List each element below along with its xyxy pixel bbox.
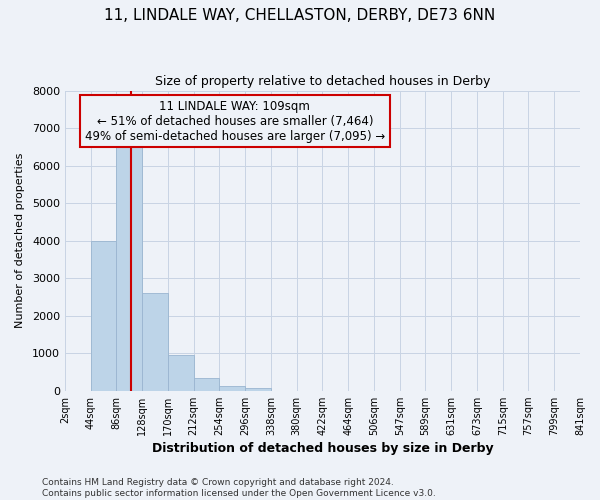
- Text: 11, LINDALE WAY, CHELLASTON, DERBY, DE73 6NN: 11, LINDALE WAY, CHELLASTON, DERBY, DE73…: [104, 8, 496, 22]
- Bar: [168, 355, 194, 390]
- Title: Size of property relative to detached houses in Derby: Size of property relative to detached ho…: [155, 75, 490, 88]
- X-axis label: Distribution of detached houses by size in Derby: Distribution of detached houses by size …: [152, 442, 493, 455]
- Text: 11 LINDALE WAY: 109sqm
← 51% of detached houses are smaller (7,464)
49% of semi-: 11 LINDALE WAY: 109sqm ← 51% of detached…: [85, 100, 385, 142]
- Y-axis label: Number of detached properties: Number of detached properties: [15, 153, 25, 328]
- Bar: [116, 143, 142, 390]
- Text: Contains HM Land Registry data © Crown copyright and database right 2024.
Contai: Contains HM Land Registry data © Crown c…: [42, 478, 436, 498]
- Bar: [245, 388, 271, 390]
- Bar: [91, 240, 116, 390]
- Bar: [194, 378, 220, 390]
- Bar: [142, 293, 168, 390]
- Bar: [220, 386, 245, 390]
